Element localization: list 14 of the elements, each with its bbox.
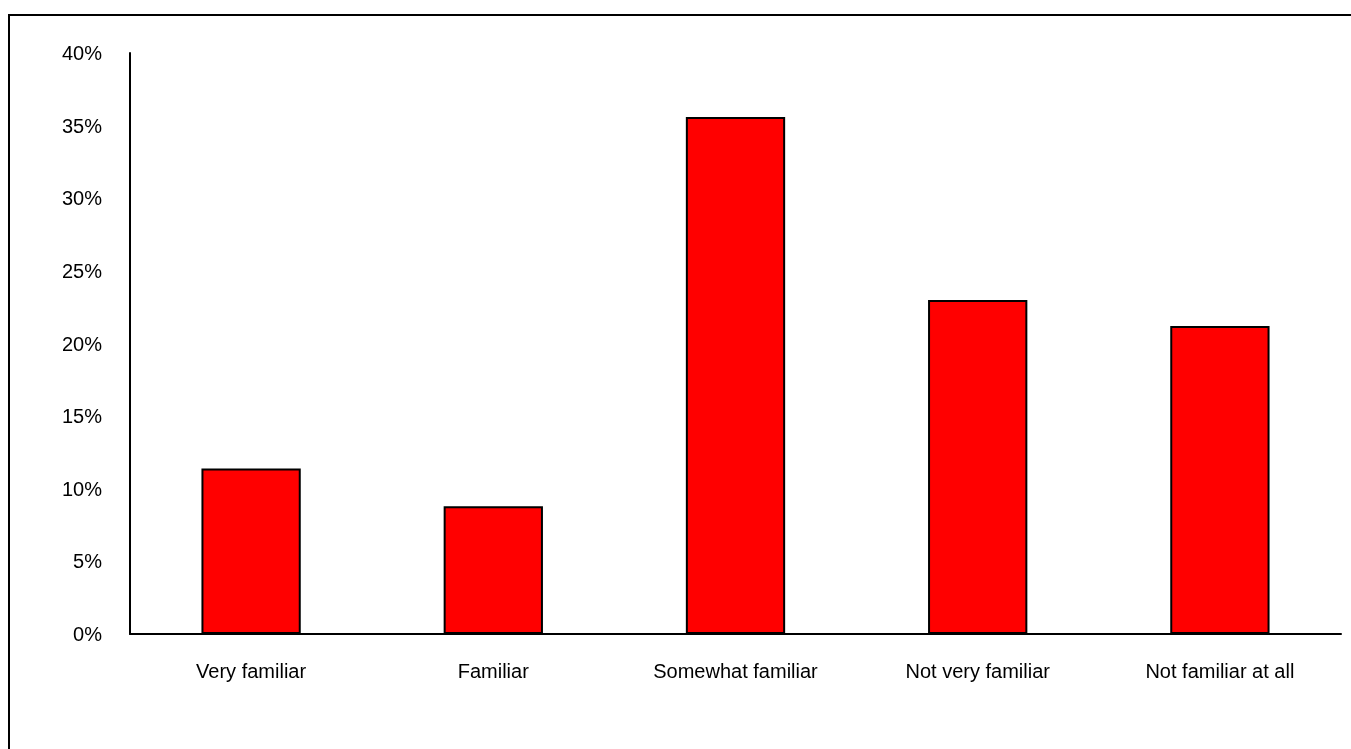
y-tick-label: 10% bbox=[61, 477, 103, 500]
y-tick-label: 25% bbox=[61, 259, 103, 282]
y-tick-label: 35% bbox=[61, 114, 103, 137]
x-tick-label: Not very familiar bbox=[905, 660, 1051, 682]
y-tick-label: 20% bbox=[61, 332, 103, 355]
x-tick-label: Very familiar bbox=[196, 660, 307, 682]
x-tick-label: Somewhat familiar bbox=[653, 660, 819, 682]
y-tick-label: 5% bbox=[73, 550, 103, 573]
y-tick-label: 30% bbox=[61, 187, 103, 210]
y-tick-label: 0% bbox=[73, 623, 103, 645]
y-tick-label: 15% bbox=[61, 405, 103, 428]
y-tick-label: 40% bbox=[61, 42, 103, 64]
x-tick-label: Not familiar at all bbox=[1145, 660, 1295, 682]
x-tick-label: Familiar bbox=[457, 660, 530, 682]
